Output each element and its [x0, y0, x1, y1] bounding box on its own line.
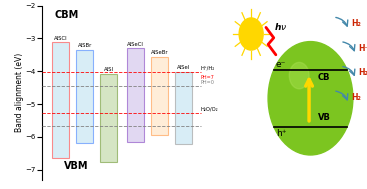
Text: h⁺: h⁺	[276, 129, 286, 138]
Text: PH=7: PH=7	[200, 75, 214, 80]
Text: H₂: H₂	[352, 93, 361, 102]
Text: PH=0: PH=0	[200, 80, 214, 85]
Text: H₂O: H₂O	[359, 68, 367, 77]
Text: AlSI: AlSI	[103, 67, 113, 72]
Text: h$\nu$: h$\nu$	[274, 21, 287, 32]
Circle shape	[239, 18, 263, 50]
Text: VB: VB	[317, 113, 330, 122]
Bar	[175, 72, 192, 144]
Bar	[127, 48, 144, 142]
Text: AlSCl: AlSCl	[54, 36, 68, 41]
Text: VBM: VBM	[64, 161, 89, 171]
Text: AlSeBr: AlSeBr	[150, 50, 168, 55]
Bar	[151, 57, 168, 135]
Bar	[76, 50, 93, 143]
Bar	[52, 42, 69, 158]
Bar	[100, 74, 117, 163]
Text: e⁻: e⁻	[276, 60, 286, 69]
Y-axis label: Band alignment (eV): Band alignment (eV)	[15, 53, 24, 132]
Text: AlSeCl: AlSeCl	[127, 42, 144, 47]
Text: H⁺/H₂: H⁺/H₂	[200, 66, 214, 71]
Circle shape	[268, 42, 353, 155]
Text: CB: CB	[317, 73, 330, 82]
Text: H₂O/O₂: H₂O/O₂	[200, 106, 218, 111]
Text: AlSBr: AlSBr	[77, 43, 92, 48]
Text: CBM: CBM	[54, 10, 78, 20]
Text: H⁻: H⁻	[359, 44, 367, 53]
Text: H₂: H₂	[352, 19, 361, 28]
Text: AlSeI: AlSeI	[177, 65, 190, 70]
Circle shape	[289, 62, 309, 89]
